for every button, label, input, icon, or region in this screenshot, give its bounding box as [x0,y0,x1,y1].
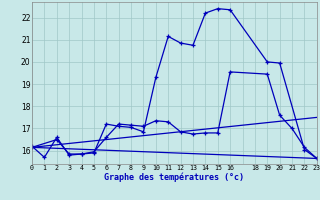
X-axis label: Graphe des températures (°c): Graphe des températures (°c) [104,172,244,182]
